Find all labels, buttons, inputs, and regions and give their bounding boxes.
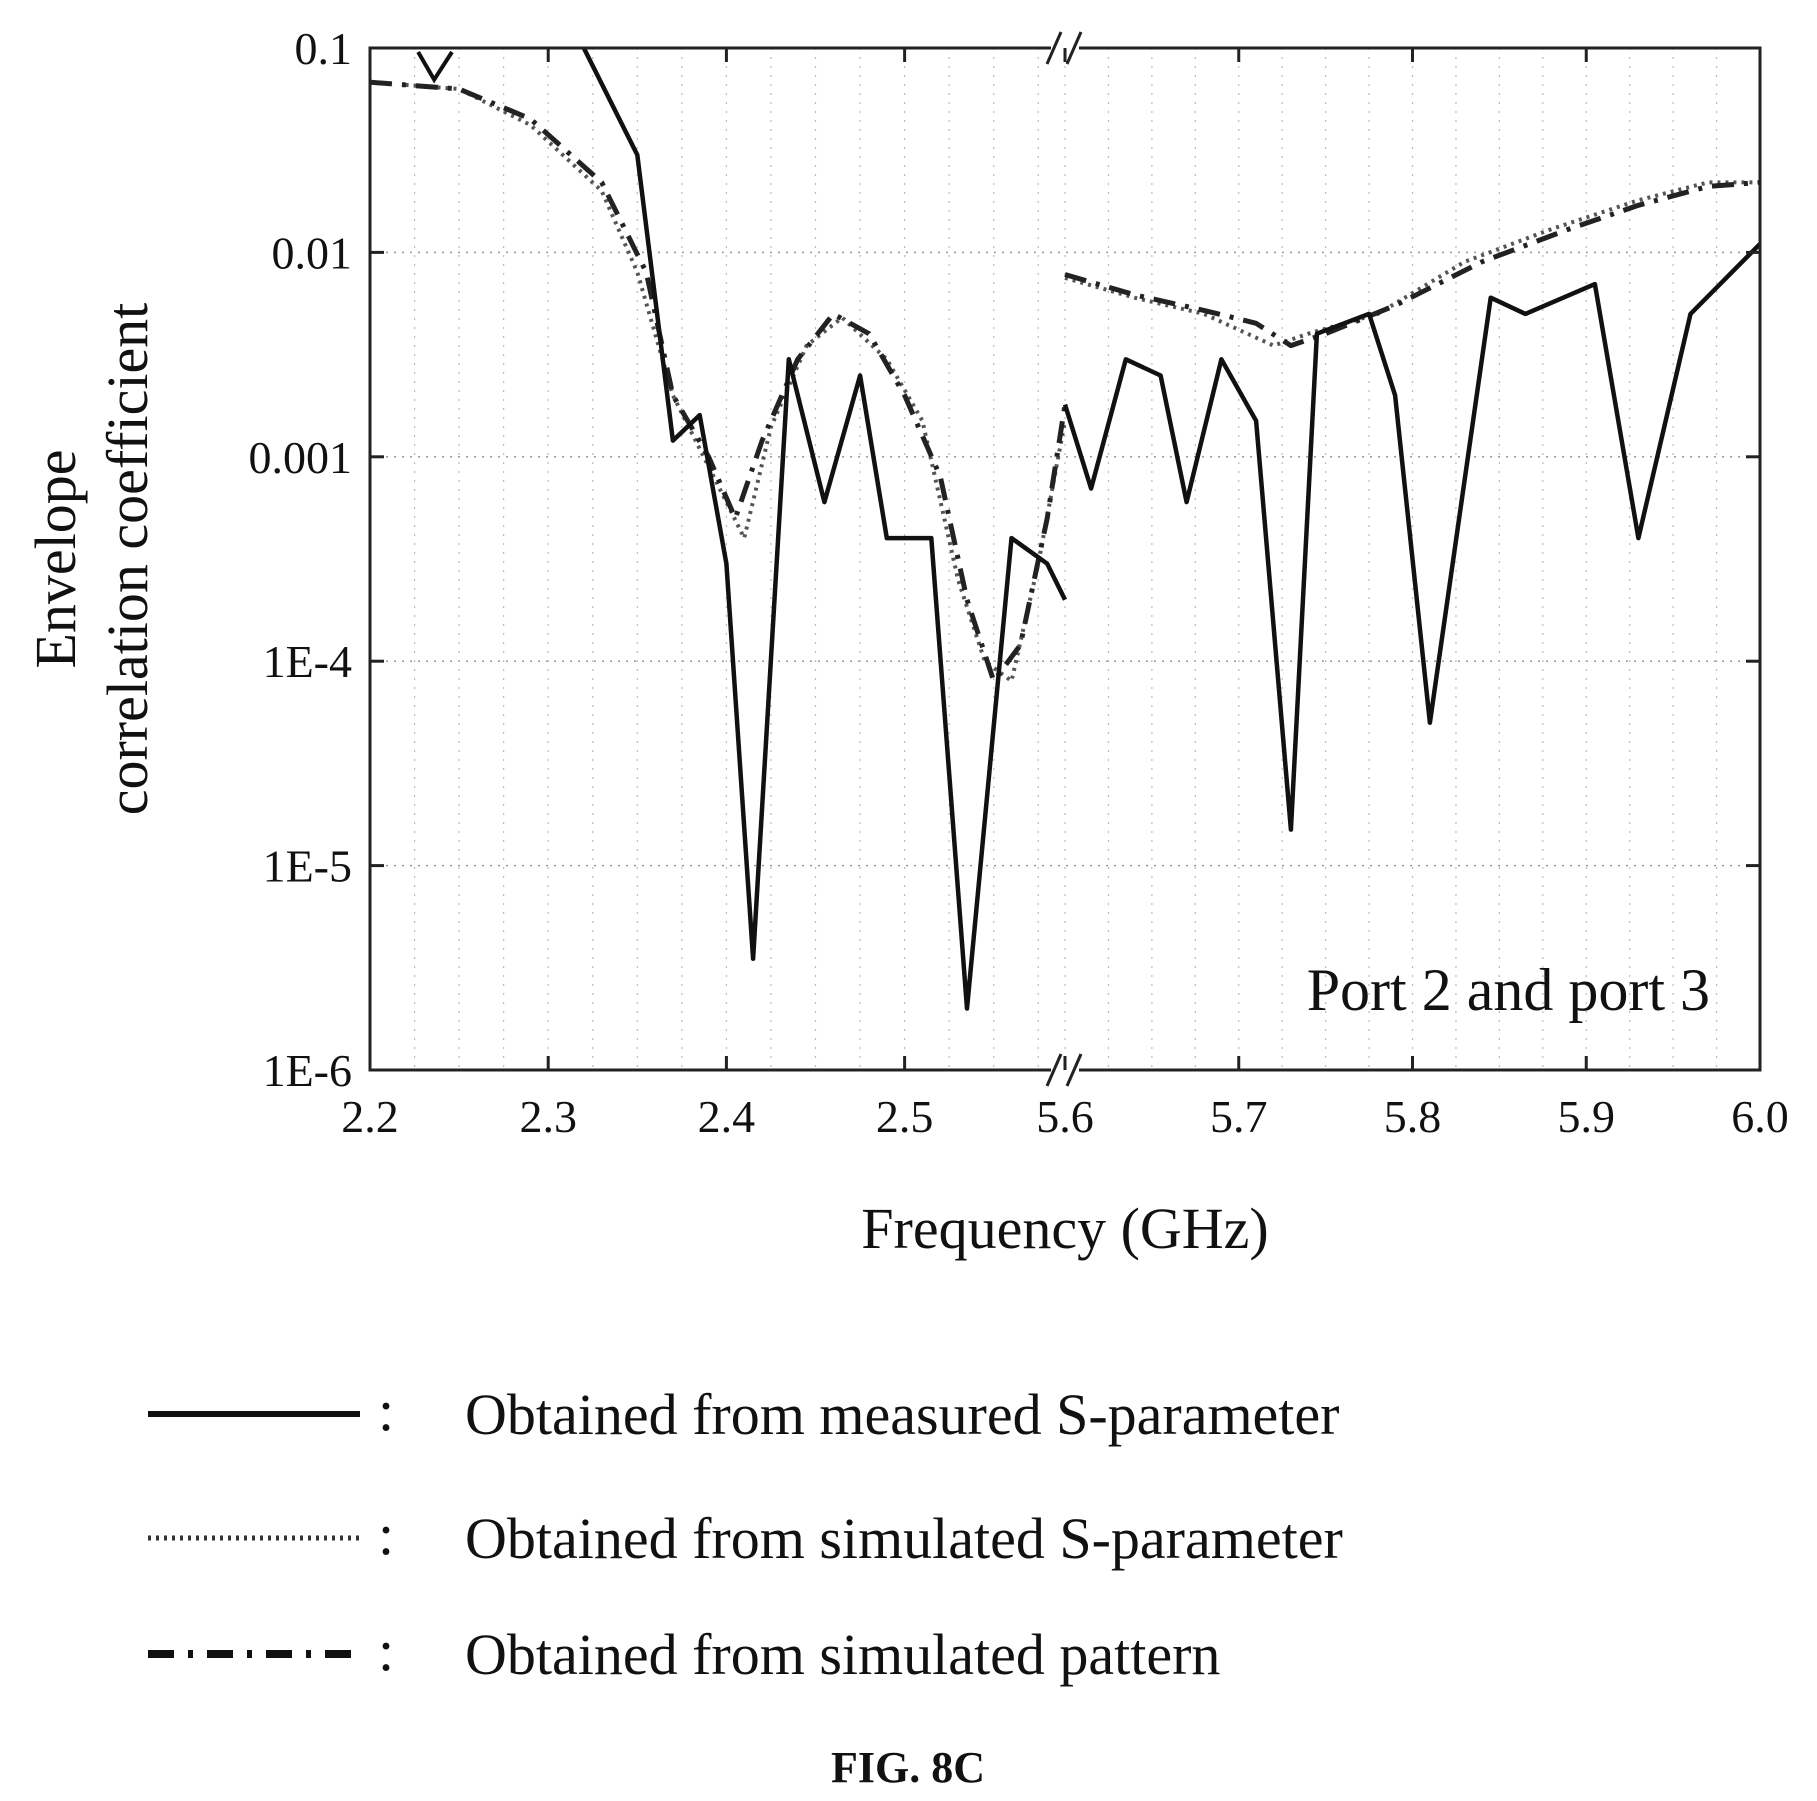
- port-annotation: Port 2 and port 3: [1307, 957, 1710, 1023]
- x-tick-labels: 2.2 2.3 2.4 2.5 5.6 5.7 5.8 5.9 6.0: [341, 1091, 1789, 1142]
- y-tick-label: 0.001: [249, 432, 353, 483]
- x-axis-label: Frequency (GHz): [861, 1196, 1268, 1261]
- y-tick-label: 1E-6: [263, 1045, 352, 1096]
- legend-label-measured: Obtained from measured S-parameter: [465, 1382, 1339, 1447]
- legend-colon-measured: :: [378, 1378, 394, 1443]
- axis-break-slash: [1065, 1053, 1083, 1087]
- legend-label-simulated-s: Obtained from simulated S-parameter: [465, 1506, 1343, 1571]
- x-tick-label: 2.2: [341, 1091, 399, 1142]
- legend-colon-simulated-pattern: :: [378, 1618, 394, 1683]
- legend: : Obtained from measured S-parameter : O…: [148, 1378, 1343, 1687]
- series-line-dashdot: [370, 79, 1068, 684]
- x-tick-label: 2.4: [698, 1091, 756, 1142]
- x-tick-label: 5.8: [1384, 1091, 1442, 1142]
- y-axis-label-line-2: correlation coefficient: [95, 303, 160, 816]
- y-axis-label: Envelope correlation coefficient: [23, 303, 160, 816]
- series-line-solid: [1062, 242, 1760, 832]
- axis-break-slash: [1045, 31, 1063, 65]
- x-tick-label: 2.3: [519, 1091, 577, 1142]
- y-tick-label: 0.01: [272, 227, 353, 278]
- figure-caption: FIG. 8C: [831, 1743, 985, 1792]
- x-tick-label: 5.6: [1036, 1091, 1094, 1142]
- x-tick-label: 5.7: [1210, 1091, 1268, 1142]
- x-tick-label: 5.9: [1558, 1091, 1616, 1142]
- y-axis-label-line-1: Envelope: [23, 449, 88, 668]
- y-tick-label: 0.1: [295, 23, 353, 74]
- y-tick-label: 1E-5: [263, 841, 352, 892]
- legend-label-simulated-pattern: Obtained from simulated pattern: [465, 1622, 1220, 1687]
- y-tick-labels: 0.1 0.01 0.001 1E-4 1E-5 1E-6: [249, 23, 353, 1096]
- series-line-solid: [416, 50, 454, 84]
- x-tick-label: 6.0: [1731, 1091, 1789, 1142]
- y-tick-label: 1E-4: [263, 636, 352, 687]
- axis-break-slash: [1065, 31, 1083, 65]
- plot-area: [370, 48, 1760, 1070]
- series-layer: [370, 48, 1760, 1011]
- axis-break-slash: [1045, 1053, 1063, 1087]
- x-tick-label: 2.5: [876, 1091, 934, 1142]
- legend-colon-simulated-s: :: [378, 1502, 394, 1567]
- series-line-solid: [581, 48, 1068, 1011]
- axis-ticks: [368, 46, 1762, 1072]
